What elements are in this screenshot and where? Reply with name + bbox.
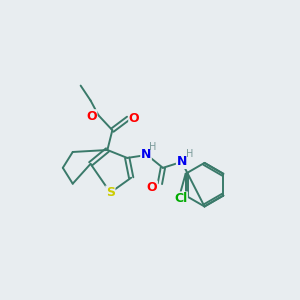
Text: Cl: Cl — [174, 192, 187, 205]
Text: N: N — [176, 155, 187, 168]
Text: H: H — [149, 142, 157, 152]
Text: O: O — [86, 110, 97, 123]
Text: N: N — [141, 148, 151, 161]
Text: O: O — [129, 112, 140, 125]
Text: H: H — [186, 149, 193, 159]
Text: O: O — [147, 181, 157, 194]
Text: S: S — [106, 186, 115, 199]
